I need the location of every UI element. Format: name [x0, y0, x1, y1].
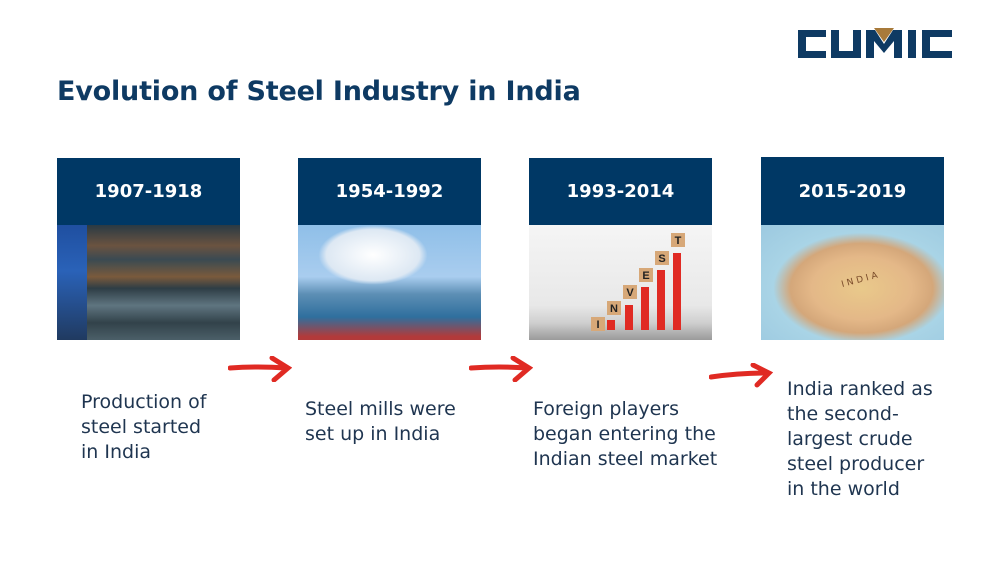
- map-label: INDIA: [840, 269, 882, 291]
- block-letter: E: [642, 270, 649, 282]
- period-header: 1907-1918: [57, 158, 240, 225]
- timeline-card-2015-2019: 2015-2019 INDIA: [761, 157, 944, 340]
- description-line: Foreign players: [533, 398, 680, 420]
- block-letter: S: [658, 253, 665, 265]
- arrow-right-icon: [469, 356, 533, 382]
- description-line: steel producer: [787, 453, 925, 475]
- description-line: Steel mills were: [305, 398, 456, 420]
- description-line: largest crude: [787, 428, 913, 450]
- description-line: in the world: [787, 478, 900, 500]
- description-2015-2019: India ranked as the second- largest crud…: [787, 377, 933, 502]
- steel-plates-image: [57, 225, 240, 340]
- block-letter: N: [610, 303, 618, 315]
- block-letter: T: [675, 235, 682, 247]
- timeline-card-1993-2014: 1993-2014 I N V E S T: [529, 158, 712, 340]
- description-line: set up in India: [305, 423, 441, 445]
- description-1993-2014: Foreign players began entering the India…: [533, 397, 717, 472]
- description-line: India ranked as: [787, 378, 933, 400]
- arrow-right-icon: [709, 363, 773, 388]
- description-line: steel started: [81, 416, 202, 438]
- invest-blocks-image: I N V E S T: [529, 225, 712, 340]
- timeline-card-1907-1918: 1907-1918: [57, 158, 240, 340]
- description-1907-1918: Production of steel started in India: [81, 390, 206, 465]
- description-line: the second-: [787, 403, 899, 425]
- period-header: 2015-2019: [761, 157, 944, 225]
- description-line: in India: [81, 441, 151, 463]
- cumic-logo: [798, 28, 952, 58]
- description-line: Indian steel market: [533, 448, 718, 470]
- block-letter: I: [596, 319, 599, 331]
- description-line: Production of: [81, 391, 207, 413]
- steel-mill-image: [298, 225, 481, 340]
- page-title: Evolution of Steel Industry in India: [57, 76, 581, 107]
- description-line: began entering the: [533, 423, 716, 445]
- block-letter: V: [626, 287, 634, 299]
- description-1954-1992: Steel mills were set up in India: [305, 397, 456, 447]
- arrow-right-icon: [228, 356, 292, 382]
- period-header: 1993-2014: [529, 158, 712, 225]
- timeline-card-1954-1992: 1954-1992: [298, 158, 481, 340]
- india-map-image: INDIA: [761, 225, 944, 340]
- invest-blocks-graphic: I N V E S T: [591, 233, 685, 331]
- period-header: 1954-1992: [298, 158, 481, 225]
